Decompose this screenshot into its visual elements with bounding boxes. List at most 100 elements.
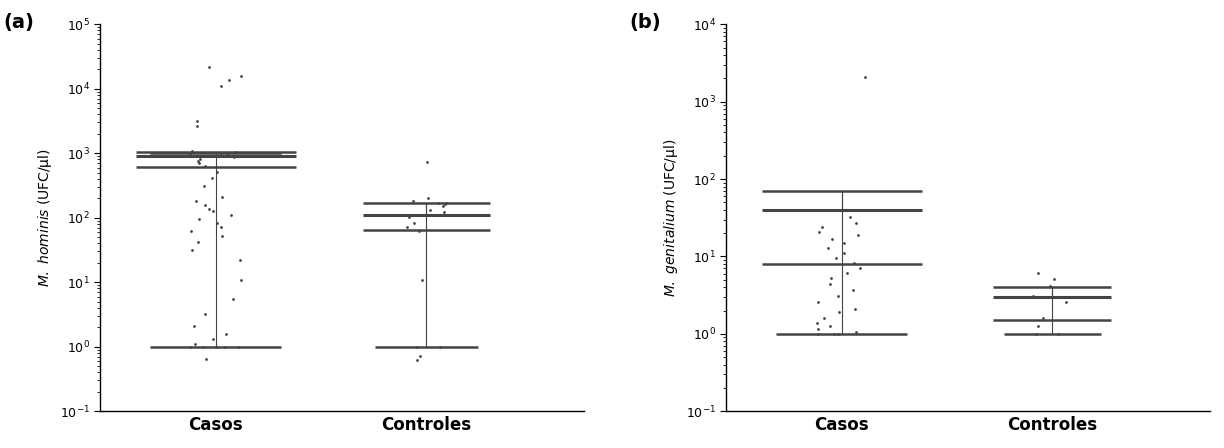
Point [203,336,223,343]
Point [1044,276,1064,283]
Point [830,309,849,316]
Point [1049,330,1069,337]
Point [846,329,865,336]
Y-axis label: $\it{M.\ hominis}$ (UFC/µl): $\it{M.\ hominis}$ (UFC/µl) [35,148,54,287]
Point [431,343,450,350]
Point [435,209,454,216]
Point [1026,330,1045,337]
Point [231,152,251,159]
Point [181,228,201,235]
Point [187,123,207,130]
Point [825,330,845,337]
Point [182,147,202,154]
Point [846,306,865,313]
Point [212,82,231,90]
Point [837,269,857,276]
Point [823,235,842,242]
Point [215,343,235,350]
Text: (b): (b) [629,13,661,32]
Point [408,357,427,364]
Point [399,214,419,221]
Point [813,224,832,231]
Point [212,194,231,201]
Point [193,343,213,350]
Point [827,292,847,299]
Point [410,353,430,360]
Point [821,274,841,281]
Point [846,220,865,227]
Point [181,343,201,350]
Point [835,239,854,246]
Point [818,244,837,251]
Point [419,194,438,201]
Point [196,355,215,362]
Point [184,323,203,330]
Point [191,155,211,163]
Text: (a): (a) [4,13,34,32]
Point [182,246,202,253]
Point [212,149,231,156]
Point [224,154,244,161]
Point [840,214,859,221]
Point [196,310,215,318]
Point [843,286,863,293]
Point [435,200,454,207]
Point [829,330,848,337]
Point [195,202,214,209]
Point [223,295,242,302]
Y-axis label: $\it{M.\ genitalium}$ (UFC/µl): $\it{M.\ genitalium}$ (UFC/µl) [662,138,681,297]
Point [1023,292,1043,299]
Point [826,254,846,262]
Point [207,220,226,227]
Point [188,238,208,246]
Point [217,330,236,337]
Point [1033,314,1053,322]
Point [180,151,200,158]
Point [1028,323,1048,330]
Point [409,228,428,235]
Point [198,206,218,213]
Point [808,330,827,337]
Point [231,276,251,283]
Point [808,326,827,333]
Point [219,77,239,84]
Point [843,259,863,267]
Point [200,63,219,70]
Point [808,319,827,326]
Point [195,182,214,190]
Point [809,228,829,235]
Point [428,200,448,207]
Point [403,198,422,205]
Point [207,168,226,175]
Point [187,117,207,124]
Point [231,72,251,79]
Point [226,148,246,155]
Point [190,215,209,223]
Point [230,257,250,264]
Point [404,220,424,227]
Point [1056,298,1076,305]
Point [417,159,437,166]
Point [206,343,225,350]
Point [854,73,874,80]
Point [814,314,834,322]
Point [398,224,417,231]
Point [436,199,455,206]
Point [196,162,215,169]
Point [820,280,840,288]
Point [851,264,870,271]
Point [186,197,206,204]
Point [229,343,248,350]
Point [218,150,237,157]
Point [188,159,208,166]
Point [222,211,241,218]
Point [1028,269,1048,276]
Point [835,250,854,257]
Point [808,298,827,305]
Point [1040,282,1060,289]
Point [406,343,426,350]
Point [848,231,868,238]
Point [185,340,204,348]
Point [203,208,223,215]
Point [412,276,432,283]
